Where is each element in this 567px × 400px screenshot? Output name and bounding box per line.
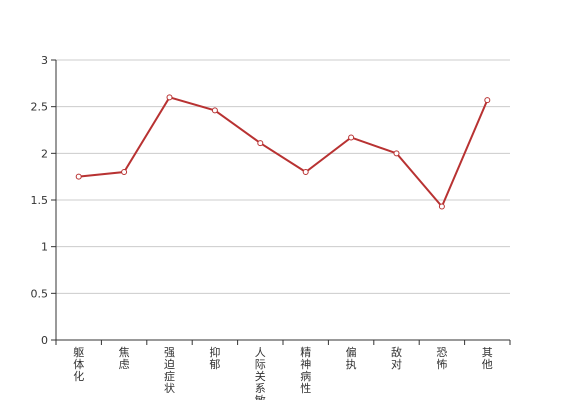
y-tick-label: 1 — [41, 241, 48, 254]
x-tick-label: 抑郁 — [209, 345, 220, 371]
x-tick-label: 强迫症状 — [164, 346, 175, 395]
point — [75, 173, 82, 180]
x-tick-label: 其他 — [482, 346, 493, 371]
y-tick-label: 2 — [41, 147, 48, 160]
x-tick-label: 焦虑 — [119, 346, 130, 371]
x-tick-label: 躯体化 — [73, 346, 84, 383]
x-tick-label: 偏执 — [346, 345, 357, 371]
y-tick-label: 3 — [41, 54, 48, 67]
point — [121, 169, 128, 175]
y-tick-label: 0.5 — [31, 287, 49, 300]
point — [348, 134, 355, 141]
y-tick-label: 2.5 — [31, 101, 49, 114]
y-tick-label: 0 — [41, 334, 48, 347]
point — [393, 150, 400, 157]
point — [484, 97, 491, 104]
point — [302, 169, 309, 175]
line — [78, 96, 489, 209]
point — [211, 107, 218, 114]
point — [166, 94, 173, 101]
y-tick-label: 1.5 — [31, 194, 49, 207]
point — [257, 140, 264, 147]
x-tick-label: 人际关系敏感 — [255, 346, 266, 400]
point — [438, 203, 445, 210]
x-tick-label: 恐怖 — [436, 346, 447, 371]
x-tick-label: 精神病性 — [300, 346, 311, 395]
x-tick-label: 敌对 — [391, 345, 402, 371]
